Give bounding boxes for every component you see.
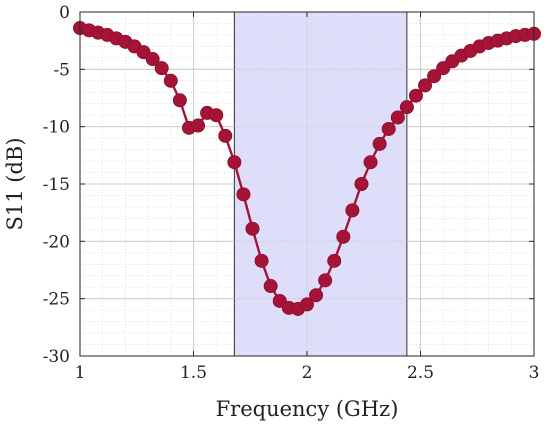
x-tick-label: 1.5 [180, 363, 207, 383]
data-point [309, 288, 324, 303]
y-tick-label: 0 [59, 3, 70, 23]
x-tick-label: 2 [302, 363, 313, 383]
data-point [390, 110, 405, 125]
data-point [227, 155, 242, 170]
data-point [245, 221, 260, 236]
data-point [263, 279, 278, 294]
data-point [418, 78, 433, 93]
x-tick-label: 1 [75, 363, 86, 383]
series-layer [73, 21, 542, 316]
y-axis-label: S11 (dB) [3, 137, 27, 230]
data-point [354, 176, 369, 191]
y-tick-label: -10 [43, 118, 70, 138]
y-tick-label: -20 [43, 232, 70, 252]
data-point [399, 100, 414, 115]
data-point [191, 118, 206, 133]
ticks-layer: 1 1.5 2 2.5 3 0 -5 -10 -15 -20 -25 -30 [43, 3, 540, 383]
data-point [163, 73, 178, 88]
data-point [209, 108, 224, 123]
x-tick-label: 3 [529, 363, 540, 383]
data-point [427, 69, 442, 84]
x-axis-label: Frequency (GHz) [216, 397, 399, 421]
data-point [336, 229, 351, 244]
data-point [408, 88, 423, 103]
data-point [345, 203, 360, 218]
y-tick-label: -15 [43, 175, 70, 195]
x-tick-label: 2.5 [407, 363, 434, 383]
y-tick-label: -5 [53, 60, 70, 80]
data-point [372, 136, 387, 151]
data-point [236, 187, 251, 202]
data-point [254, 253, 269, 268]
data-point [381, 121, 396, 136]
data-point [327, 253, 342, 268]
data-point [145, 52, 160, 67]
data-point [299, 297, 314, 312]
data-point [172, 93, 187, 108]
data-point [218, 128, 233, 143]
data-point [318, 273, 333, 288]
y-tick-label: -30 [43, 347, 70, 367]
data-point [154, 61, 169, 76]
data-point [363, 155, 378, 170]
y-tick-label: -25 [43, 290, 70, 310]
